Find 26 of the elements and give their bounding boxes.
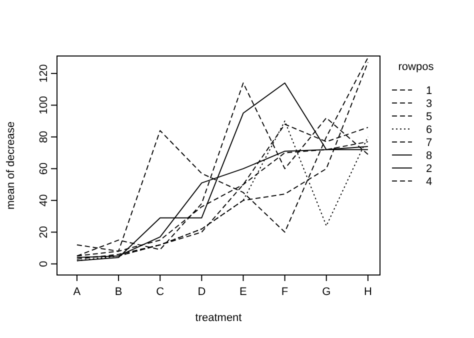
y-tick-label: 20 (38, 226, 50, 238)
x-tick-label: B (114, 286, 122, 298)
legend-label: 4 (426, 176, 432, 188)
y-tick-label: 80 (38, 130, 50, 144)
legend-label: 6 (426, 124, 432, 136)
y-tick-label: 0 (38, 260, 50, 267)
legend-label: 2 (426, 163, 432, 175)
x-tick-label: D (198, 286, 206, 298)
legend-label: 8 (426, 150, 432, 162)
x-tick-label: H (364, 286, 372, 298)
x-axis-title: treatment (195, 312, 242, 324)
x-tick-label: F (281, 286, 288, 298)
y-tick-label: 120 (38, 64, 50, 83)
legend-label: 3 (426, 98, 432, 110)
x-tick-label: C (156, 286, 164, 298)
x-tick-label: A (73, 286, 82, 298)
legend-label: 5 (426, 111, 432, 123)
x-tick-label: E (240, 286, 247, 298)
y-tick-label: 40 (38, 194, 50, 207)
y-axis-title: mean of decrease (5, 121, 17, 210)
y-tick-label: 60 (38, 162, 50, 175)
legend-label: 1 (426, 85, 432, 97)
x-tick-label: G (322, 286, 331, 298)
legend-title: rowpos (398, 61, 434, 73)
y-tick-label: 100 (38, 96, 50, 114)
legend-label: 7 (426, 137, 432, 149)
